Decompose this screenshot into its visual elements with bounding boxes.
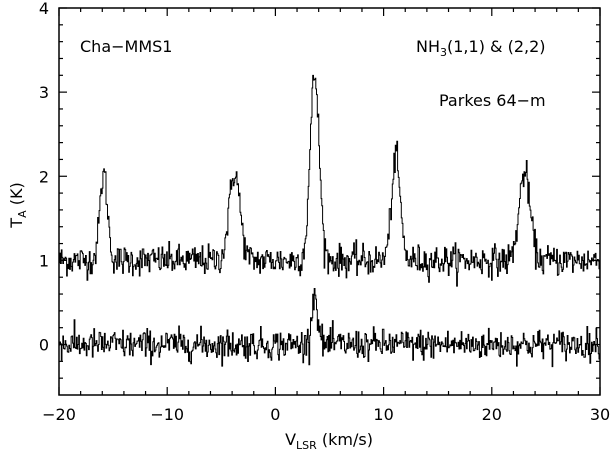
axis-ticks: −20 −10 0 10 20 30 0 1 2 3 4 [39,0,610,424]
x-tick-label: 30 [590,405,610,424]
y-axis-main: T [7,218,26,229]
x-tick-label: −10 [150,405,184,424]
spectrum-line-0 [59,74,601,287]
y-axis-label: TA (K) [7,182,29,228]
x-axis-sub: LSR [296,439,317,451]
transition-rest: (1,1) & (2,2) [447,37,546,56]
transition-sub: 3 [440,46,447,59]
x-axis-label: VLSR (km/s) [285,430,373,451]
x-axis-unit: (km/s) [317,430,373,449]
y-tick-label: 1 [39,251,49,270]
x-tick-label: 20 [482,405,502,424]
y-tick-label: 3 [39,83,49,102]
y-axis-unit: (K) [7,182,26,210]
x-axis-main: V [285,430,296,449]
source-label: Cha−MMS1 [80,37,172,56]
y-tick-label: 0 [39,336,49,355]
x-tick-label: −20 [42,405,76,424]
transition-main: NH [416,37,440,56]
spectrum-line-1 [59,288,601,368]
telescope-label: Parkes 64−m [439,91,546,110]
y-axis-sub: A [16,210,29,218]
plot-frame [58,7,601,396]
y-tick-label: 4 [39,0,49,18]
y-tick-label: 2 [39,167,49,186]
x-tick-label: 10 [373,405,393,424]
transition-label: NH3(1,1) & (2,2) [416,37,546,59]
x-tick-label: 0 [270,405,280,424]
spectra [59,74,601,368]
